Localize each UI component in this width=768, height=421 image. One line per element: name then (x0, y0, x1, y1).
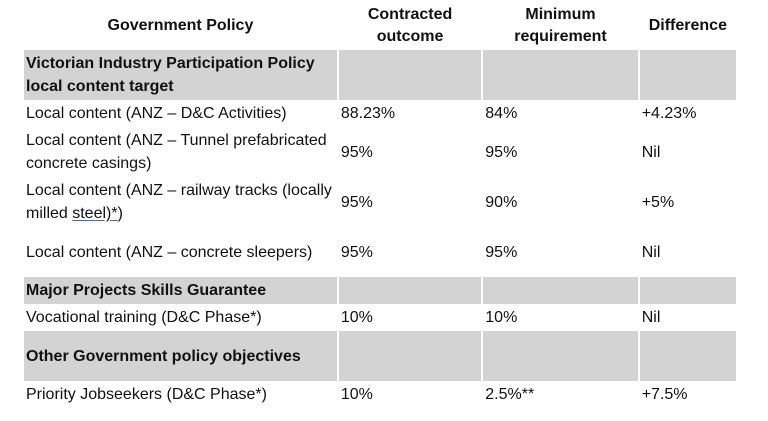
minimum-cell: 10% (485, 309, 518, 326)
section-row: Victorian Industry Participation Policy … (24, 50, 736, 100)
difference-cell: +5% (641, 193, 675, 211)
policy-cell: Vocational training (D&C Phase*) (26, 309, 262, 326)
header-contracted-outcome: Contracted outcome (367, 6, 453, 45)
contracted-cell: 10% (340, 309, 373, 326)
policy-table: Government Policy Contracted outcome Min… (22, 2, 738, 408)
minimum-cell: 90% (485, 193, 518, 211)
table-row: Vocational training (D&C Phase*) 10% 10%… (24, 304, 736, 331)
policy-text-suffix: ) (117, 205, 123, 222)
contracted-cell: 95% (340, 243, 373, 261)
table-row: Priority Jobseekers (D&C Phase*) 10% 2.5… (24, 381, 736, 408)
header-government-policy: Government Policy (107, 17, 254, 34)
section-title: Victorian Industry Participation Policy … (24, 50, 337, 100)
policy-cell: Priority Jobseekers (D&C Phase*) (26, 386, 267, 403)
header-minimum-requirement: Minimum requirement (514, 6, 607, 45)
contracted-cell: 88.23% (340, 105, 396, 122)
table-row: Local content (ANZ – concrete sleepers) … (24, 227, 736, 277)
table-row: Local content (ANZ – Tunnel prefabricate… (24, 127, 736, 177)
minimum-cell: 84% (485, 105, 518, 122)
policy-cell: Local content (ANZ – Tunnel prefabricate… (26, 132, 327, 172)
footnote-link[interactable]: steel)* (72, 205, 118, 222)
difference-cell: +4.23% (641, 105, 697, 122)
section-title: Major Projects Skills Guarantee (24, 277, 337, 304)
policy-cell: Local content (ANZ – D&C Activities) (26, 105, 287, 122)
minimum-cell: 2.5%** (485, 386, 535, 403)
table-row: Local content (ANZ – D&C Activities) 88.… (24, 100, 736, 127)
contracted-cell: 10% (340, 386, 373, 403)
minimum-cell: 95% (485, 243, 518, 261)
section-title: Other Government policy objectives (24, 331, 337, 381)
contracted-cell: 95% (340, 143, 373, 161)
table-row: Local content (ANZ – railway tracks (loc… (24, 177, 736, 227)
difference-cell: Nil (641, 309, 661, 326)
policy-text: Local content (ANZ – railway tracks (loc… (26, 182, 332, 222)
policy-cell: Local content (ANZ – railway tracks (loc… (24, 177, 337, 227)
difference-cell: Nil (641, 243, 661, 261)
section-row: Major Projects Skills Guarantee (24, 277, 736, 304)
contracted-cell: 95% (340, 193, 373, 211)
difference-cell: Nil (641, 143, 661, 161)
header-row: Government Policy Contracted outcome Min… (24, 2, 736, 50)
difference-cell: +7.5% (641, 386, 688, 403)
policy-cell: Local content (ANZ – concrete sleepers) (26, 243, 313, 261)
section-row: Other Government policy objectives (24, 331, 736, 381)
header-difference: Difference (648, 17, 727, 34)
minimum-cell: 95% (485, 143, 518, 161)
